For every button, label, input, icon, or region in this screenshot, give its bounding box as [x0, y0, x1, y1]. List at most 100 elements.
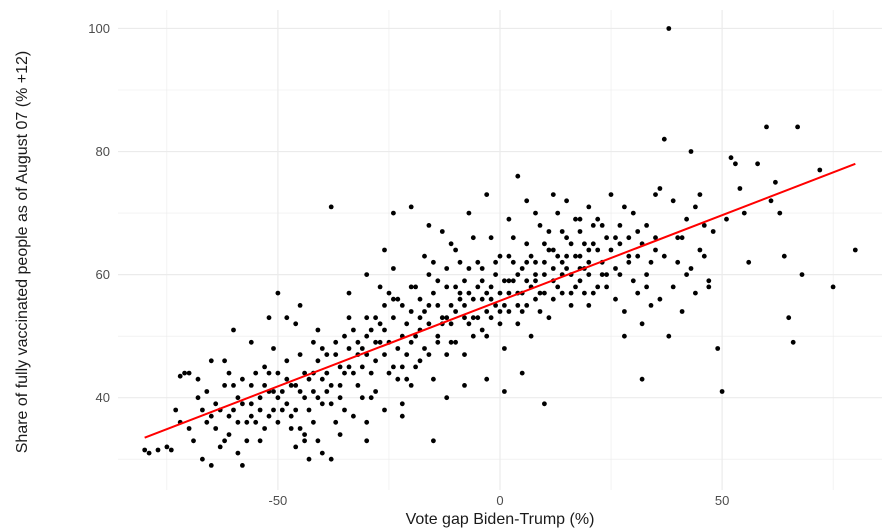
data-point — [457, 259, 463, 265]
data-point — [595, 284, 601, 290]
data-point — [302, 432, 307, 437]
data-point — [693, 204, 698, 210]
data-point — [657, 186, 663, 191]
data-point — [533, 259, 538, 265]
data-point — [444, 284, 450, 290]
data-point — [142, 447, 148, 453]
data-point — [697, 247, 703, 253]
data-point — [235, 419, 241, 425]
data-point — [741, 210, 747, 216]
data-point — [217, 444, 223, 450]
data-point — [479, 327, 485, 333]
data-point — [275, 395, 281, 401]
data-point — [542, 241, 547, 247]
data-point — [226, 413, 232, 419]
data-point — [395, 296, 401, 302]
data-point — [359, 395, 365, 401]
data-point — [315, 395, 321, 401]
data-point — [719, 389, 725, 394]
data-point — [208, 463, 214, 468]
data-point — [448, 321, 454, 327]
data-point — [182, 370, 188, 376]
data-point — [346, 364, 352, 370]
data-point — [364, 419, 370, 425]
data-point — [302, 395, 307, 401]
data-point — [204, 419, 210, 425]
data-point — [177, 373, 183, 379]
data-point — [470, 296, 476, 302]
data-point — [431, 259, 436, 265]
data-point — [284, 315, 290, 321]
data-point — [328, 401, 334, 407]
data-point — [293, 444, 299, 450]
data-point — [577, 216, 583, 222]
data-point — [240, 463, 245, 468]
data-point — [613, 266, 618, 271]
data-point — [542, 290, 547, 296]
data-point — [253, 419, 259, 425]
data-point — [546, 229, 552, 234]
data-point — [324, 352, 330, 357]
data-point — [542, 401, 547, 407]
data-point — [248, 383, 254, 388]
data-point — [564, 253, 569, 259]
data-point — [368, 327, 374, 333]
data-point — [586, 272, 592, 277]
data-point — [617, 241, 623, 247]
data-point — [635, 253, 641, 259]
data-point — [262, 383, 267, 388]
data-point — [288, 383, 294, 388]
data-point — [257, 395, 263, 401]
data-point — [586, 303, 592, 308]
data-point — [448, 241, 454, 247]
data-point — [595, 247, 601, 253]
data-point — [515, 173, 521, 179]
data-point — [497, 309, 503, 314]
data-point — [377, 339, 383, 345]
data-point — [408, 204, 414, 210]
data-point — [550, 247, 556, 253]
data-point — [715, 346, 721, 351]
data-point — [479, 296, 485, 302]
data-point — [830, 284, 836, 290]
data-point — [208, 413, 214, 419]
data-point — [346, 290, 352, 296]
data-point — [617, 272, 623, 277]
data-point — [608, 192, 614, 198]
data-point — [386, 370, 392, 376]
data-point — [688, 266, 694, 271]
data-point — [502, 303, 507, 308]
data-point — [200, 407, 205, 413]
data-point — [626, 259, 632, 265]
data-point — [604, 272, 609, 277]
x-tick-label: 50 — [715, 493, 729, 508]
data-point — [475, 315, 481, 321]
data-point — [342, 407, 347, 413]
data-point — [146, 450, 152, 456]
data-point — [488, 235, 494, 241]
data-point — [368, 370, 374, 376]
data-point — [382, 247, 387, 253]
data-point — [577, 278, 583, 284]
data-point — [417, 315, 423, 321]
data-point — [222, 358, 228, 364]
data-point — [444, 315, 450, 321]
data-point — [435, 339, 441, 345]
data-point — [395, 376, 401, 382]
data-point — [271, 389, 276, 394]
data-point — [502, 389, 507, 394]
data-point — [204, 389, 210, 394]
data-point — [213, 401, 219, 407]
data-point — [302, 370, 307, 376]
data-point — [493, 259, 498, 265]
data-point — [639, 321, 645, 327]
data-point — [470, 315, 476, 321]
x-tick-label: -50 — [269, 493, 288, 508]
data-point — [462, 383, 467, 388]
data-point — [297, 352, 303, 357]
data-point — [559, 290, 565, 296]
data-point — [586, 259, 592, 265]
data-point — [550, 266, 556, 271]
data-point — [453, 247, 458, 253]
data-point — [524, 259, 530, 265]
